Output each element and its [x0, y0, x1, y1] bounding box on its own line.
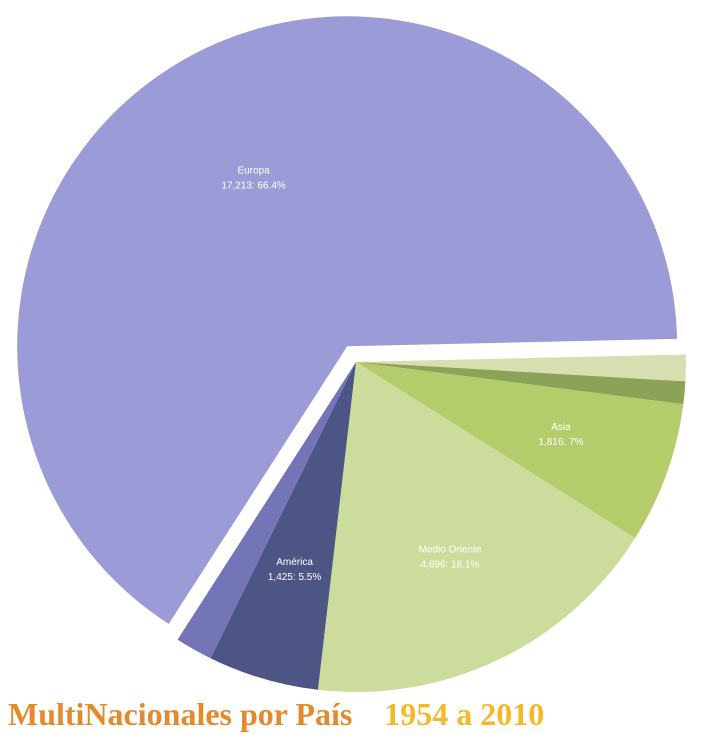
pie-slice-asia [356, 362, 684, 539]
slice-label-value: 1,425: 5.5% [268, 572, 321, 583]
slice-label-value: 1,816: 7% [538, 437, 583, 448]
pie-slice-unlabeled-1 [356, 354, 686, 382]
slice-label-name: América [276, 557, 313, 568]
chart-title: MultiNacionales por País [8, 696, 353, 732]
slice-label-value: 4,696: 18.1% [421, 559, 480, 570]
chart-years: 1954 a 2010 [384, 696, 545, 732]
slice-label-name: Asia [551, 422, 571, 433]
pie-slice-américa [210, 362, 356, 690]
pie-slice-europa [17, 16, 678, 624]
pie-slice-unlabeled-2 [356, 362, 686, 405]
pie-slice-unlabeled-6 [177, 362, 356, 659]
pie-chart: Europa 17,213: 66.4% Asia 1,816: 7% Medio Or… [17, 16, 686, 693]
slice-label-name: Medio Oriente [419, 544, 482, 555]
pie-slice-medio-oriente [317, 362, 636, 693]
slice-label-value: 17,213: 66.4% [221, 180, 286, 191]
slice-label-name: Europa [237, 165, 270, 176]
chart-footer: MultiNacionales por País 1954 a 2010 [8, 696, 544, 733]
